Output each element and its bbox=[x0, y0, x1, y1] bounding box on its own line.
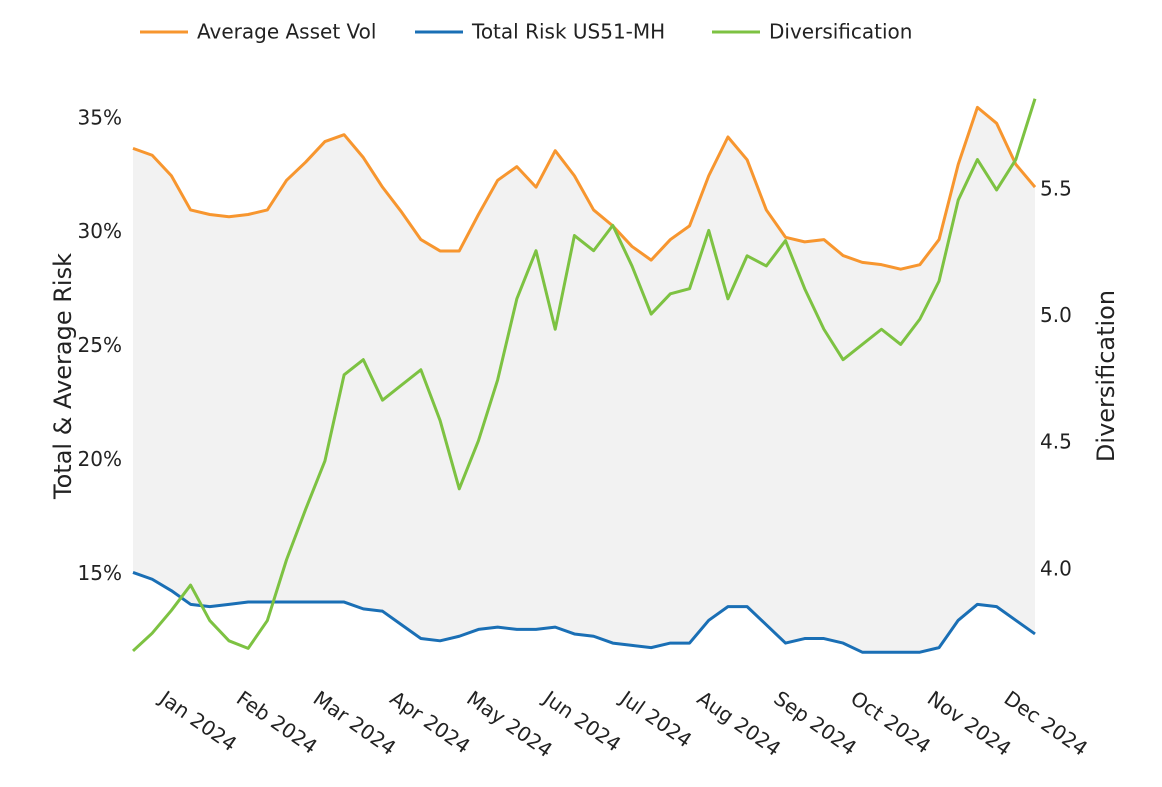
legend-label: Average Asset Vol bbox=[197, 20, 376, 44]
x-tick-label: Nov 2024 bbox=[923, 686, 1016, 761]
x-tick-label: Aug 2024 bbox=[693, 686, 786, 761]
x-tick-label: Feb 2024 bbox=[232, 686, 322, 759]
y-tick-label: 35% bbox=[78, 105, 122, 129]
x-tick-label: Mar 2024 bbox=[309, 686, 401, 760]
legend-label: Total Risk US51-MH bbox=[471, 20, 665, 44]
y2-tick-label: 4.0 bbox=[1040, 556, 1072, 580]
x-tick-label: Dec 2024 bbox=[1000, 686, 1092, 761]
x-tick-label: Jan 2024 bbox=[154, 685, 242, 756]
y-tick-label: 15% bbox=[78, 561, 122, 585]
y-tick-label: 30% bbox=[78, 219, 122, 243]
x-tick-label: May 2024 bbox=[462, 686, 557, 762]
y-tick-label: 25% bbox=[78, 333, 122, 357]
risk-band bbox=[133, 107, 1035, 653]
line-series bbox=[132, 571, 1036, 654]
y-axis-title: Total & Average Risk bbox=[49, 253, 77, 500]
y2-axis-title: Diversification bbox=[1092, 290, 1120, 462]
y2-tick-label: 4.5 bbox=[1040, 430, 1072, 454]
x-tick-label: Jul 2024 bbox=[614, 685, 696, 752]
line-series bbox=[131, 98, 1037, 653]
line-series bbox=[132, 105, 1037, 271]
x-tick-label: Sep 2024 bbox=[769, 686, 861, 760]
legend-label: Diversification bbox=[769, 20, 912, 44]
y2-tick-label: 5.0 bbox=[1040, 303, 1072, 327]
y2-tick-label: 5.5 bbox=[1040, 176, 1072, 200]
y-tick-label: 20% bbox=[78, 447, 122, 471]
x-tick-label: Oct 2024 bbox=[846, 686, 935, 758]
x-tick-label: Apr 2024 bbox=[386, 686, 475, 758]
